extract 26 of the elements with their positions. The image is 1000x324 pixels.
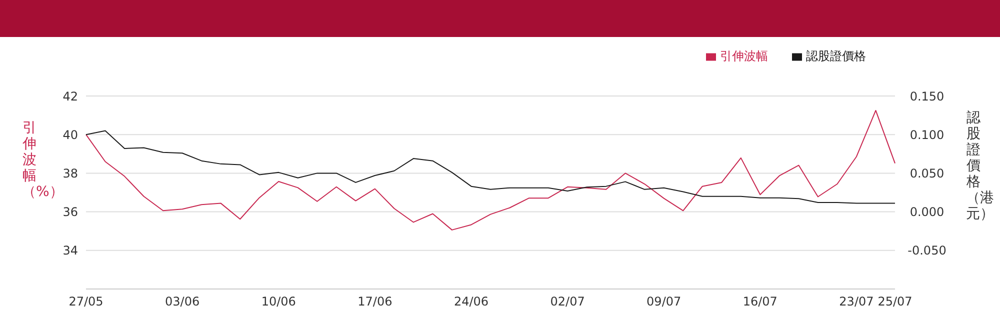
y-axis-title: 引伸波幅（%） bbox=[22, 120, 64, 200]
y2-tick-label: 0.000 bbox=[910, 205, 944, 220]
x-tick-label: 10/06 bbox=[261, 294, 296, 309]
x-tick-label: 02/07 bbox=[550, 294, 585, 309]
legend-label: 認股證價格 bbox=[806, 49, 866, 63]
y2-axis-title: 認股證價格（港元） bbox=[966, 110, 994, 222]
x-tick-label: 23/07 bbox=[839, 294, 874, 309]
legend-label: 引伸波幅 bbox=[720, 49, 768, 63]
y2-tick-label: 0.050 bbox=[910, 166, 944, 180]
y-tick-label: 34 bbox=[62, 244, 78, 258]
x-tick-label: 17/06 bbox=[358, 294, 392, 309]
x-tick-label: 27/05 bbox=[68, 294, 104, 309]
x-tick-label: 03/06 bbox=[165, 294, 200, 309]
y-tick-label: 36 bbox=[62, 205, 78, 220]
y-tick-label: 40 bbox=[62, 128, 78, 142]
x-tick-label: 25/07 bbox=[878, 294, 912, 309]
y2-tick-label: 0.150 bbox=[910, 89, 944, 104]
line-series bbox=[86, 110, 896, 230]
x-tick-label: 09/07 bbox=[646, 294, 682, 309]
y-tick-label: 38 bbox=[62, 166, 78, 180]
y2-tick-label: -0.050 bbox=[908, 244, 946, 258]
line-series bbox=[86, 130, 896, 204]
x-tick-label: 24/06 bbox=[454, 294, 489, 309]
x-tick-label: 16/07 bbox=[742, 294, 778, 309]
y2-tick-label: 0.100 bbox=[910, 128, 944, 142]
y-tick-label: 42 bbox=[62, 89, 78, 104]
